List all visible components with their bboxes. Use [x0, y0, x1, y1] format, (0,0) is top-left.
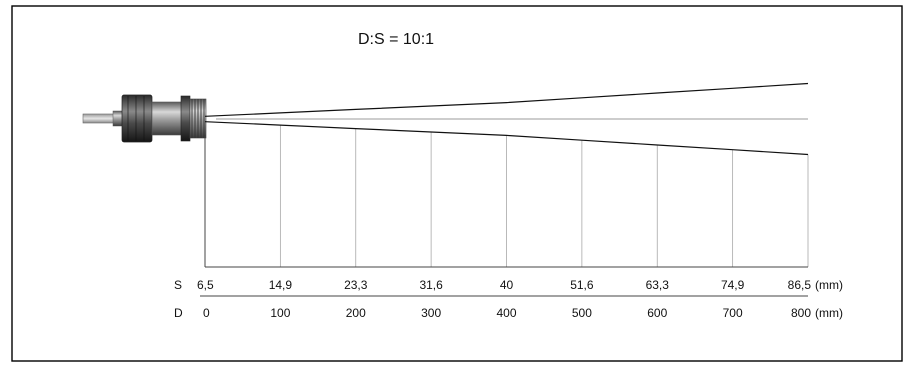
cone-lower-edge: [204, 121, 809, 156]
distance-unit-label: (mm): [815, 306, 843, 320]
distance-label: 500: [572, 306, 592, 320]
distance-label: 700: [723, 306, 743, 320]
spot-size-label: 23,3: [344, 278, 368, 292]
spot-row-label: S: [174, 278, 182, 292]
distance-label: 600: [647, 306, 667, 320]
distance-label: 100: [270, 306, 290, 320]
diagram-frame: [11, 5, 903, 362]
distance-row-label: D: [174, 306, 183, 320]
spot-size-label: 63,3: [646, 278, 670, 292]
ratio-title: D:S = 10:1: [358, 31, 434, 48]
spot-size-label: 86,5: [788, 278, 812, 292]
spot-unit-label: (mm): [815, 278, 843, 292]
spot-size-label: 74,9: [721, 278, 745, 292]
spot-size-label: 51,6: [570, 278, 594, 292]
cone-upper-edge: [204, 82, 809, 117]
distance-label: 0: [203, 306, 210, 320]
grid-lines: [279, 125, 809, 267]
spot-size-labels: 6,5 14,9 23,3 31,6 40 51,6 63,3 74,9 86,5: [197, 278, 811, 292]
spot-size-label: 31,6: [419, 278, 443, 292]
spot-size-label: 40: [500, 278, 514, 292]
distance-label: 200: [346, 306, 366, 320]
distance-label: 800: [791, 306, 811, 320]
distance-label: 400: [496, 306, 516, 320]
distance-label: 300: [421, 306, 441, 320]
ir-sensor-icon: [82, 94, 207, 143]
spot-size-label: 14,9: [269, 278, 293, 292]
spot-size-label: 6,5: [197, 278, 214, 292]
distance-labels: 0 100 200 300 400 500 600 700 800: [203, 306, 811, 320]
